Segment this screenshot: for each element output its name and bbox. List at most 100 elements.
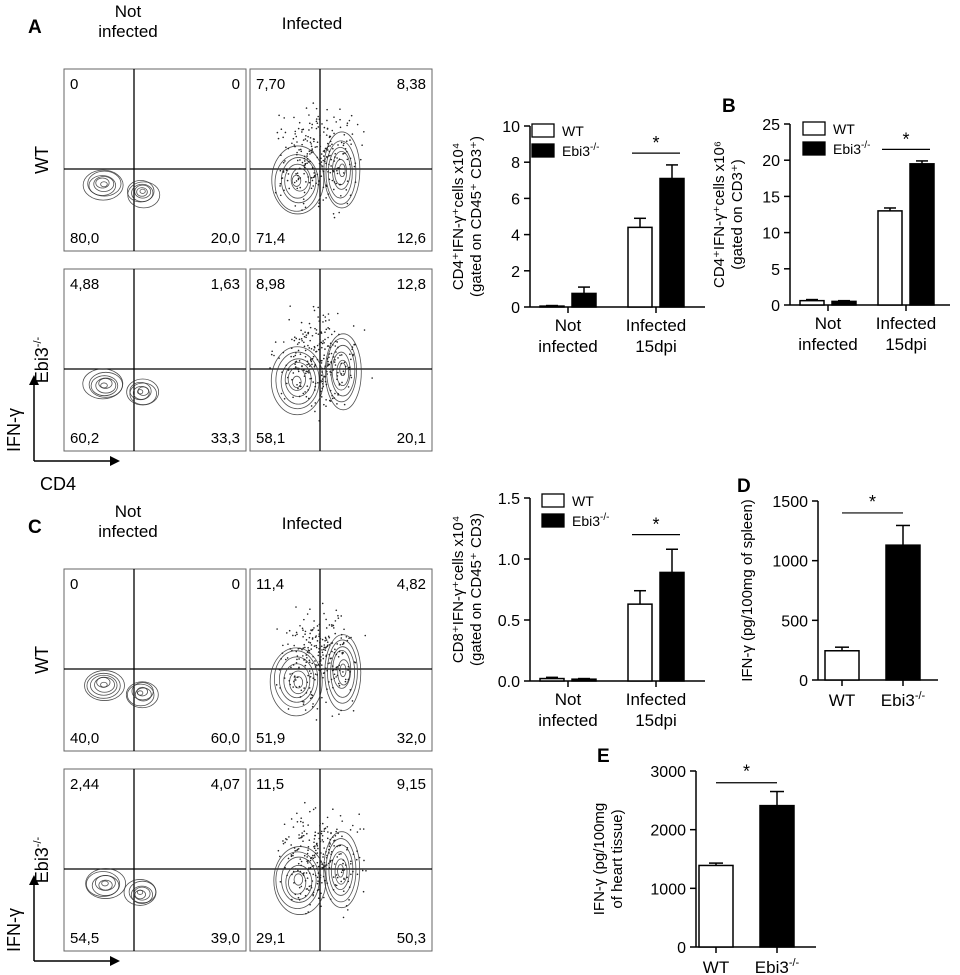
event-dot xyxy=(303,854,306,857)
event-dot xyxy=(308,181,311,184)
event-dot xyxy=(328,150,331,153)
event-dot xyxy=(300,689,303,692)
event-dot xyxy=(295,135,298,138)
event-dot xyxy=(325,383,328,386)
event-dot xyxy=(351,133,354,135)
event-dot xyxy=(313,854,316,856)
event-dot xyxy=(284,131,287,134)
event-dot xyxy=(289,673,291,675)
event-dot xyxy=(348,368,351,371)
event-dot xyxy=(312,655,314,658)
y-tick-label: 1500 xyxy=(772,494,808,511)
event-dot xyxy=(338,167,341,170)
significance-star: * xyxy=(743,762,750,782)
event-dot xyxy=(310,648,313,650)
density-contour xyxy=(330,646,356,698)
event-dot xyxy=(309,866,312,869)
event-dot xyxy=(325,398,327,401)
event-dot xyxy=(322,676,324,679)
event-dot xyxy=(320,175,323,177)
event-dot xyxy=(298,149,300,151)
event-dot xyxy=(319,878,321,881)
event-dot xyxy=(318,623,321,626)
event-dot xyxy=(317,316,319,318)
event-dot xyxy=(319,874,322,876)
legend-swatch xyxy=(531,123,555,138)
event-dot xyxy=(311,126,313,129)
density-contour xyxy=(284,163,312,199)
event-dot xyxy=(291,873,293,876)
event-dot xyxy=(297,648,300,650)
bar xyxy=(698,864,734,948)
event-dot xyxy=(321,696,323,699)
event-dot xyxy=(327,193,330,195)
event-dot xyxy=(315,843,318,846)
event-dot xyxy=(338,158,341,160)
event-dot xyxy=(335,351,337,353)
event-dot xyxy=(295,686,298,689)
event-dot xyxy=(305,372,307,375)
event-dot xyxy=(363,859,365,862)
event-dot xyxy=(312,894,314,897)
event-dot xyxy=(296,848,299,851)
event-dot xyxy=(281,652,284,654)
event-dot xyxy=(309,141,312,144)
event-dot xyxy=(296,151,298,154)
event-dot xyxy=(291,649,293,652)
event-dot xyxy=(301,161,304,164)
event-dot xyxy=(323,151,326,153)
event-dot xyxy=(316,344,319,347)
event-dot xyxy=(324,375,327,378)
legend-label: WT xyxy=(562,123,584,139)
event-dot xyxy=(350,873,352,876)
event-dot xyxy=(324,320,327,322)
event-dot xyxy=(318,320,321,322)
event-dot xyxy=(279,185,281,187)
event-dot xyxy=(337,357,339,359)
event-dot xyxy=(361,144,363,146)
density-contour xyxy=(271,145,325,215)
event-dot xyxy=(337,614,339,617)
event-dot xyxy=(330,832,332,835)
event-dot xyxy=(319,170,321,173)
event-dot xyxy=(297,896,300,899)
quadrant-upper-left: 11,4 xyxy=(256,576,284,593)
event-dot xyxy=(301,209,303,211)
event-dot xyxy=(327,831,329,833)
event-dot xyxy=(331,397,334,400)
event-dot xyxy=(323,168,325,170)
event-dot xyxy=(342,862,344,865)
event-dot xyxy=(323,847,325,849)
event-dot xyxy=(322,159,325,162)
event-dot xyxy=(349,671,351,673)
event-dot xyxy=(338,650,341,653)
y-tick-label: 10 xyxy=(762,226,780,243)
event-dot xyxy=(292,826,295,828)
event-dot xyxy=(336,312,339,315)
event-dot xyxy=(317,183,320,186)
event-dot xyxy=(358,813,360,816)
event-dot xyxy=(306,363,308,366)
event-dot xyxy=(309,857,312,860)
event-dot xyxy=(326,854,328,857)
event-dot xyxy=(310,629,312,631)
event-dot xyxy=(314,402,317,404)
event-dot xyxy=(300,817,303,819)
event-dot xyxy=(333,840,335,842)
event-dot xyxy=(306,877,309,879)
event-dot xyxy=(348,899,350,901)
event-dot xyxy=(288,318,290,321)
event-dot xyxy=(288,836,290,838)
event-dot xyxy=(337,346,339,349)
event-dot xyxy=(322,654,324,656)
event-dot xyxy=(318,635,320,638)
event-dot xyxy=(304,349,307,352)
event-dot xyxy=(323,126,326,129)
event-dot xyxy=(319,876,322,879)
event-dot xyxy=(305,912,307,915)
y-tick-label: 15 xyxy=(762,189,780,206)
event-dot xyxy=(342,152,345,155)
event-dot xyxy=(308,687,311,689)
event-dot xyxy=(320,664,323,666)
event-dot xyxy=(282,644,284,647)
